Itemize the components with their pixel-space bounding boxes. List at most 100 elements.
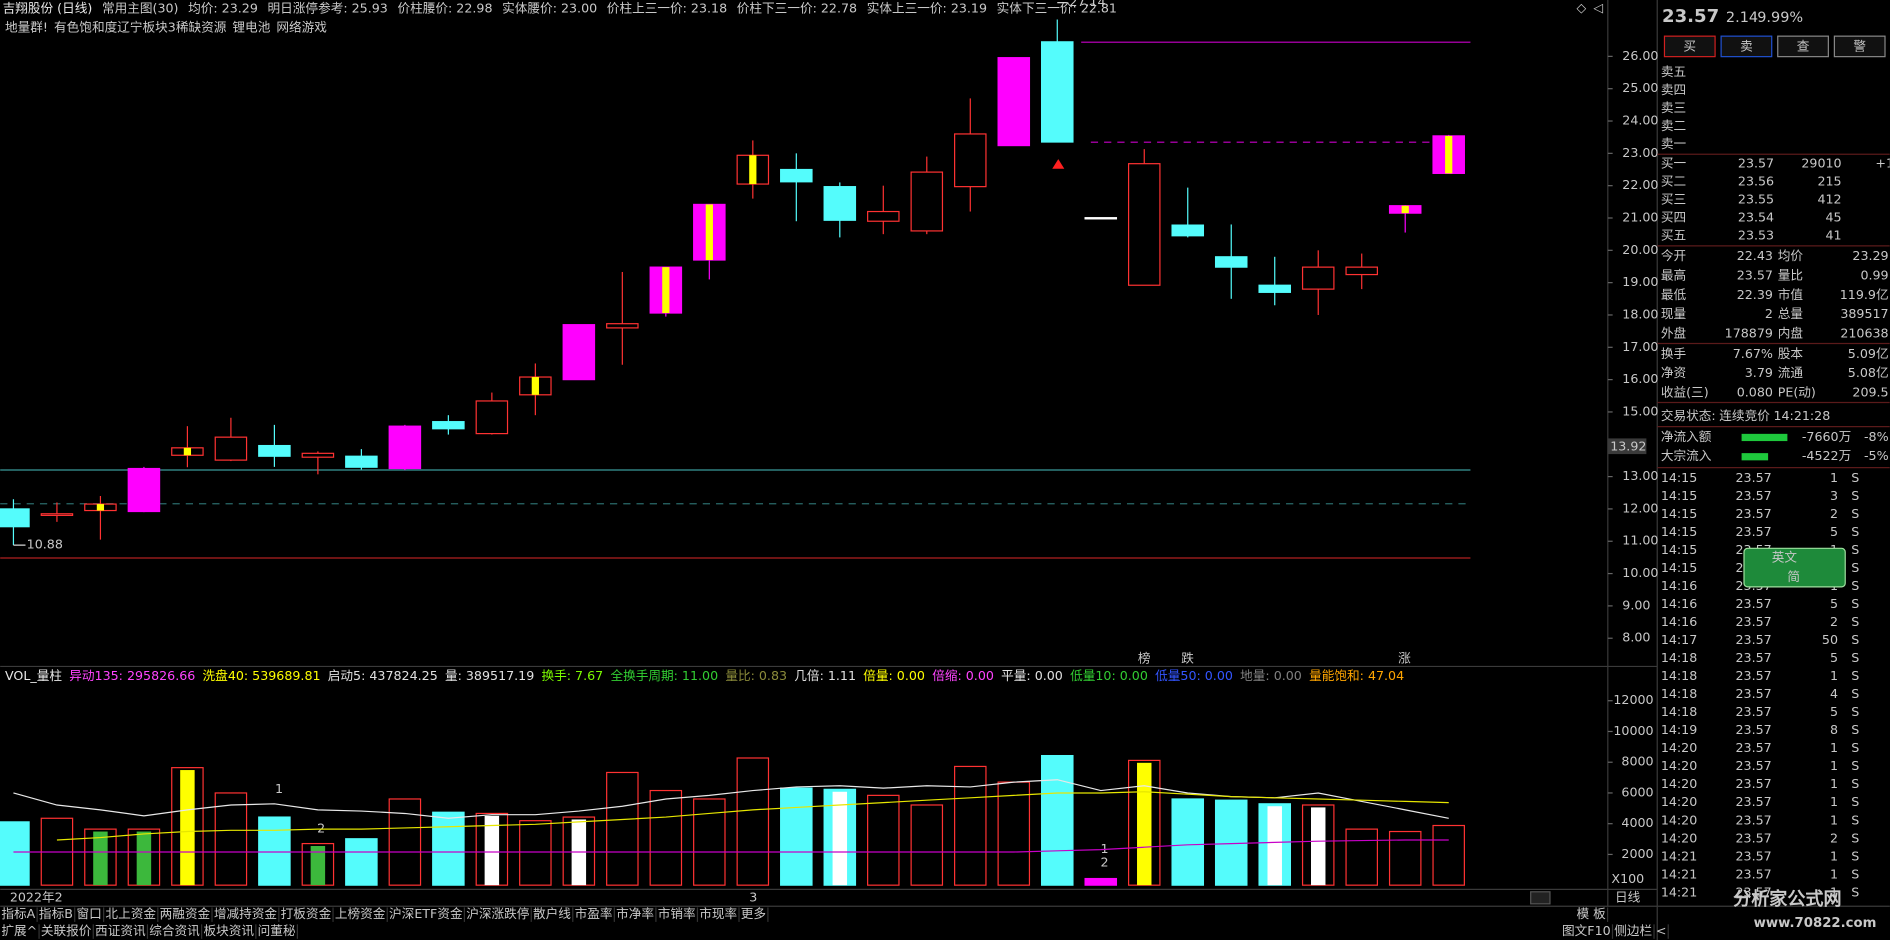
stat-label: 换手	[1661, 346, 1687, 361]
tick-side: S	[1851, 740, 1859, 755]
stat-value: 5.08亿	[1848, 365, 1889, 380]
tick-time: 14:15	[1661, 560, 1697, 575]
toolbar-tab[interactable]: <	[1656, 923, 1667, 938]
tick-price: 23.57	[1736, 506, 1772, 521]
toolbar-tab[interactable]: 市盈率	[575, 906, 613, 921]
flow-amount: -4522万	[1802, 448, 1851, 463]
y-tick-label: 19.00	[1622, 274, 1658, 289]
volume-note: 2	[1100, 854, 1108, 869]
toolbar-tab[interactable]: 窗口	[77, 906, 102, 921]
volume-stat: 量能饱和: 47.04	[1309, 668, 1404, 683]
toolbar-tab[interactable]: 市现率	[699, 906, 737, 921]
action-button[interactable]	[1777, 35, 1829, 58]
marker: 跌	[1181, 651, 1194, 666]
tick-price: 23.57	[1736, 812, 1772, 827]
candle-body	[954, 133, 987, 188]
toolbar-tab[interactable]: 西证资讯	[95, 923, 146, 938]
tick-price: 23.57	[1736, 866, 1772, 881]
tick-volume: 1	[1830, 794, 1838, 809]
toolbar-tab[interactable]: 侧边栏	[1614, 923, 1652, 938]
toolbar-tab[interactable]: 指标A	[1, 906, 35, 921]
stat-value: 0.99	[1860, 267, 1888, 282]
tick-side: S	[1851, 686, 1859, 701]
toolbar-tab[interactable]: 增减持资金	[214, 906, 278, 921]
stat-label: 流通	[1778, 365, 1804, 380]
flow-bar	[1741, 433, 1788, 442]
volume-inner	[1310, 807, 1326, 886]
ime-label[interactable]: 简	[1787, 569, 1800, 584]
y-tick-label: 8.00	[1622, 630, 1650, 645]
toolbar-tab[interactable]: 市净率	[616, 906, 654, 921]
volume-bar	[1345, 828, 1378, 886]
tick-volume: 3	[1830, 488, 1838, 503]
action-label[interactable]: 卖	[1740, 39, 1753, 54]
tick-volume: 4	[1830, 686, 1838, 701]
candle-body	[127, 467, 161, 513]
toolbar-tab[interactable]: 两融资金	[160, 906, 211, 921]
icon[interactable]: ◁	[1593, 0, 1603, 15]
tick-volume: 5	[1830, 524, 1838, 539]
toolbar-tab[interactable]: 市销率	[658, 906, 696, 921]
toolbar-tab[interactable]: 模 板	[1576, 906, 1606, 921]
action-button[interactable]	[1720, 35, 1773, 58]
toolbar-tab[interactable]: 图文F10	[1562, 923, 1611, 938]
action-label[interactable]: 查	[1797, 39, 1810, 54]
action-button[interactable]	[1663, 35, 1716, 58]
tag: 网络游戏	[276, 19, 327, 34]
tick-time: 14:17	[1661, 632, 1697, 647]
toolbar-tab[interactable]: 更多	[741, 906, 766, 921]
stat-value: 5.09亿	[1848, 346, 1889, 361]
toolbar-tab[interactable]: 扩展^	[1, 923, 37, 938]
volume-stat: 低量50: 0.00	[1155, 668, 1233, 683]
toolbar-tab[interactable]: 板块资讯	[203, 923, 254, 938]
y-tick-label: 12.00	[1622, 500, 1658, 515]
toolbar-tab[interactable]: 沪深ETF资金	[389, 906, 463, 921]
volume-bar	[910, 804, 944, 886]
header-item: 价柱上三一价: 23.18	[607, 0, 727, 15]
ime-label[interactable]: 英文	[1772, 549, 1798, 564]
y-tick-label: 18.00	[1622, 306, 1658, 321]
candle-stripe	[96, 504, 105, 511]
candle-stripe	[1401, 205, 1409, 214]
toolbar-tab[interactable]: 指标B	[39, 906, 73, 921]
action-button[interactable]	[1833, 35, 1886, 58]
tick-volume: 5	[1830, 596, 1838, 611]
action-label[interactable]: 警	[1853, 39, 1866, 54]
unit-label: X100	[1611, 871, 1644, 886]
toolbar-tab[interactable]: 打板资金	[281, 906, 332, 921]
toolbar-tab[interactable]: 散户线	[533, 906, 571, 921]
flow-amount: -7660万	[1802, 429, 1851, 444]
toolbar-tab[interactable]: 北上资金	[105, 906, 156, 921]
candle-body	[823, 186, 857, 221]
toolbar-tab[interactable]: 问董秘	[258, 923, 296, 938]
watermark: 分析家公式网	[1733, 888, 1841, 910]
trade-status: 交易状态: 连续竞价 14:21:28	[1661, 407, 1830, 422]
tick-side: S	[1851, 866, 1859, 881]
tick-price: 23.57	[1736, 776, 1772, 791]
stat-label: 今开	[1661, 248, 1686, 263]
tick-time: 14:20	[1661, 830, 1697, 845]
stat-label: 总量	[1778, 306, 1804, 321]
candle-body	[0, 508, 30, 528]
tick-price: 23.57	[1736, 884, 1772, 899]
tick-time: 14:20	[1661, 794, 1697, 809]
toolbar-tab[interactable]: 沪深涨跌停	[466, 906, 529, 921]
action-label[interactable]: 买	[1683, 39, 1696, 54]
toolbar-tab[interactable]: 关联报价	[41, 923, 92, 938]
stat-value: 389517	[1840, 306, 1888, 321]
period-label[interactable]: 日线	[1615, 889, 1641, 904]
volume-ma	[13, 839, 1449, 853]
y-tick-label: 25.00	[1622, 80, 1658, 95]
volume-inner	[484, 815, 500, 886]
toolbar-tab[interactable]: 综合资讯	[149, 923, 200, 938]
volume-bar	[867, 794, 900, 886]
volume-inner	[1267, 806, 1282, 886]
icon[interactable]: ◇	[1576, 0, 1586, 15]
tick-time: 14:20	[1661, 740, 1697, 755]
signal-arrow	[1052, 159, 1065, 169]
scroll-button[interactable]	[1530, 891, 1551, 905]
volume-stat: 量比: 0.83	[725, 668, 787, 683]
candle-stripe	[531, 377, 539, 395]
toolbar-tab[interactable]: 上榜资金	[335, 906, 386, 921]
y-tick-label: 23.00	[1622, 145, 1658, 160]
